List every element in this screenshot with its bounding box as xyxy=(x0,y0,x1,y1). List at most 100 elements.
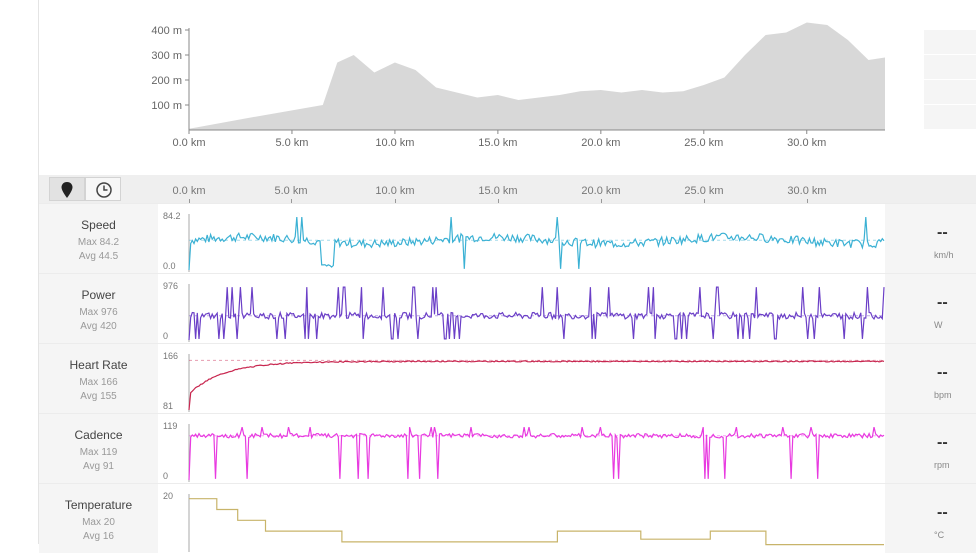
x-tick-label: 0.0 km xyxy=(172,137,205,149)
x-tick-label: 20.0 km xyxy=(581,137,620,149)
axis-tick-mark xyxy=(498,199,499,203)
time-toggle[interactable] xyxy=(85,177,121,201)
stream-label: Temperature Max 20 Avg 16 xyxy=(39,484,158,553)
axis-tick-mark xyxy=(291,199,292,203)
stream-plot[interactable]: 166 81 xyxy=(158,344,885,413)
y-min-label: 0 xyxy=(163,331,169,341)
y-min-label: 0 xyxy=(163,471,169,481)
distance-axis-bar: 0.0 km 5.0 km 10.0 km 15.0 km 20.0 km 25… xyxy=(39,175,976,203)
stream-name: Temperature xyxy=(64,498,133,512)
power-trace xyxy=(188,284,885,342)
elevation-side-panel: -- -- -- -- xyxy=(924,30,976,130)
axis-tick-label: 25.0 km xyxy=(684,185,724,197)
axis-tick-label: 20.0 km xyxy=(581,185,621,197)
heart-rate-trace xyxy=(188,354,885,412)
stream-row-heart-rate[interactable]: Heart Rate Max 166 Avg 155 166 81 -- bpm xyxy=(39,343,976,413)
current-value: -- xyxy=(937,364,948,381)
stream-current: -- W xyxy=(885,274,976,343)
stream-name: Heart Rate xyxy=(69,358,128,372)
y-max-label: 84.2 xyxy=(163,211,181,221)
stream-row-cadence[interactable]: Cadence Max 119 Avg 91 119 0 -- rpm xyxy=(39,413,976,483)
speed-trace xyxy=(188,214,885,272)
side-row: -- xyxy=(924,105,976,130)
y-tick-label: 300 m xyxy=(151,50,182,62)
stream-max: Max 166 xyxy=(79,377,118,388)
stream-max: Max 119 xyxy=(79,447,118,458)
stream-avg: Avg 91 xyxy=(83,461,114,472)
stream-max: Max 20 xyxy=(82,517,115,528)
trace-line xyxy=(188,426,885,481)
y-min-label: 0.0 xyxy=(163,261,176,271)
current-value: -- xyxy=(937,504,948,521)
trace-line xyxy=(188,360,885,411)
axis-tick-mark xyxy=(189,199,190,203)
stream-avg: Avg 155 xyxy=(80,391,117,402)
stream-avg: Avg 420 xyxy=(80,321,117,332)
stream-avg: Avg 44.5 xyxy=(78,251,119,262)
side-row: -- xyxy=(924,30,976,55)
stream-current: -- bpm xyxy=(885,344,976,413)
stream-current: -- km/h xyxy=(885,204,976,273)
side-row: -- xyxy=(924,80,976,105)
stream-row-speed[interactable]: Speed Max 84.2 Avg 44.5 84.2 0.0 -- km/h xyxy=(39,203,976,273)
x-tick-label: 15.0 km xyxy=(478,137,517,149)
stream-plot[interactable]: 976 0 xyxy=(158,274,885,343)
stream-label: Heart Rate Max 166 Avg 155 xyxy=(39,344,158,413)
clock-icon xyxy=(96,182,112,198)
trace-line xyxy=(189,498,884,546)
x-tick-label: 10.0 km xyxy=(375,137,414,149)
stream-max: Max 84.2 xyxy=(77,237,120,248)
stream-row-temperature[interactable]: Temperature Max 20 Avg 16 20 -- °C xyxy=(39,483,976,553)
trace-line xyxy=(188,217,885,271)
y-min-label: 81 xyxy=(163,401,174,411)
stream-max: Max 976 xyxy=(79,307,118,318)
axis-tick-mark xyxy=(704,199,705,203)
y-tick-label: 400 m xyxy=(151,25,182,37)
current-value: -- xyxy=(937,224,948,241)
x-tick-label: 30.0 km xyxy=(787,137,826,149)
axis-tick-label: 15.0 km xyxy=(478,185,518,197)
y-max-label: 166 xyxy=(163,351,179,361)
axis-tick-label: 5.0 km xyxy=(274,185,308,197)
axis-tick-label: 0.0 km xyxy=(172,185,206,197)
temperature-trace xyxy=(188,494,884,552)
y-max-label: 119 xyxy=(163,421,178,431)
stream-plot[interactable]: 119 0 xyxy=(158,414,885,483)
map-pin-icon xyxy=(61,182,73,198)
stream-name: Speed xyxy=(81,218,116,232)
stream-label: Cadence Max 119 Avg 91 xyxy=(39,414,158,483)
y-max-label: 20 xyxy=(163,491,174,501)
axis-tick-mark xyxy=(807,199,808,203)
axis-tick-mark xyxy=(395,199,396,203)
elevation-svg: 400 m 300 m 200 m 100 m 0.0 km 5.0 km 10.0 km 1… xyxy=(151,22,885,149)
stream-label: Speed Max 84.2 Avg 44.5 xyxy=(39,204,158,273)
distance-toggle[interactable] xyxy=(49,177,85,201)
stream-plot[interactable]: 20 xyxy=(158,484,885,553)
elevation-area xyxy=(189,22,885,130)
x-tick-label: 5.0 km xyxy=(275,137,308,149)
stream-avg: Avg 16 xyxy=(83,531,114,542)
side-row: -- xyxy=(924,55,976,80)
stream-label: Power Max 976 Avg 420 xyxy=(39,274,158,343)
stream-name: Cadence xyxy=(74,428,123,442)
axis-tick-label: 10.0 km xyxy=(375,185,415,197)
unit-label: rpm xyxy=(934,460,950,470)
stream-current: -- °C xyxy=(885,484,976,553)
divider xyxy=(38,0,39,544)
stream-plot[interactable]: 84.2 0.0 xyxy=(158,204,885,273)
trace-line xyxy=(188,286,885,341)
left-margin xyxy=(0,0,38,544)
y-max-label: 976 xyxy=(163,281,179,291)
y-tick-label: 200 m xyxy=(151,75,182,87)
elevation-chart[interactable]: 400 m 300 m 200 m 100 m 0.0 km 5.0 km 10.0 km 1… xyxy=(39,0,976,175)
axis-tick-mark xyxy=(601,199,602,203)
current-value: -- xyxy=(937,434,948,451)
stream-name: Power xyxy=(81,288,116,302)
y-tick-label: 100 m xyxy=(151,100,182,112)
unit-label: bpm xyxy=(934,390,952,400)
unit-label: W xyxy=(934,320,943,330)
axis-tick-label: 30.0 km xyxy=(787,185,827,197)
stream-row-power[interactable]: Power Max 976 Avg 420 976 0 -- W xyxy=(39,273,976,343)
x-tick-label: 25.0 km xyxy=(684,137,723,149)
cadence-trace xyxy=(188,424,885,482)
